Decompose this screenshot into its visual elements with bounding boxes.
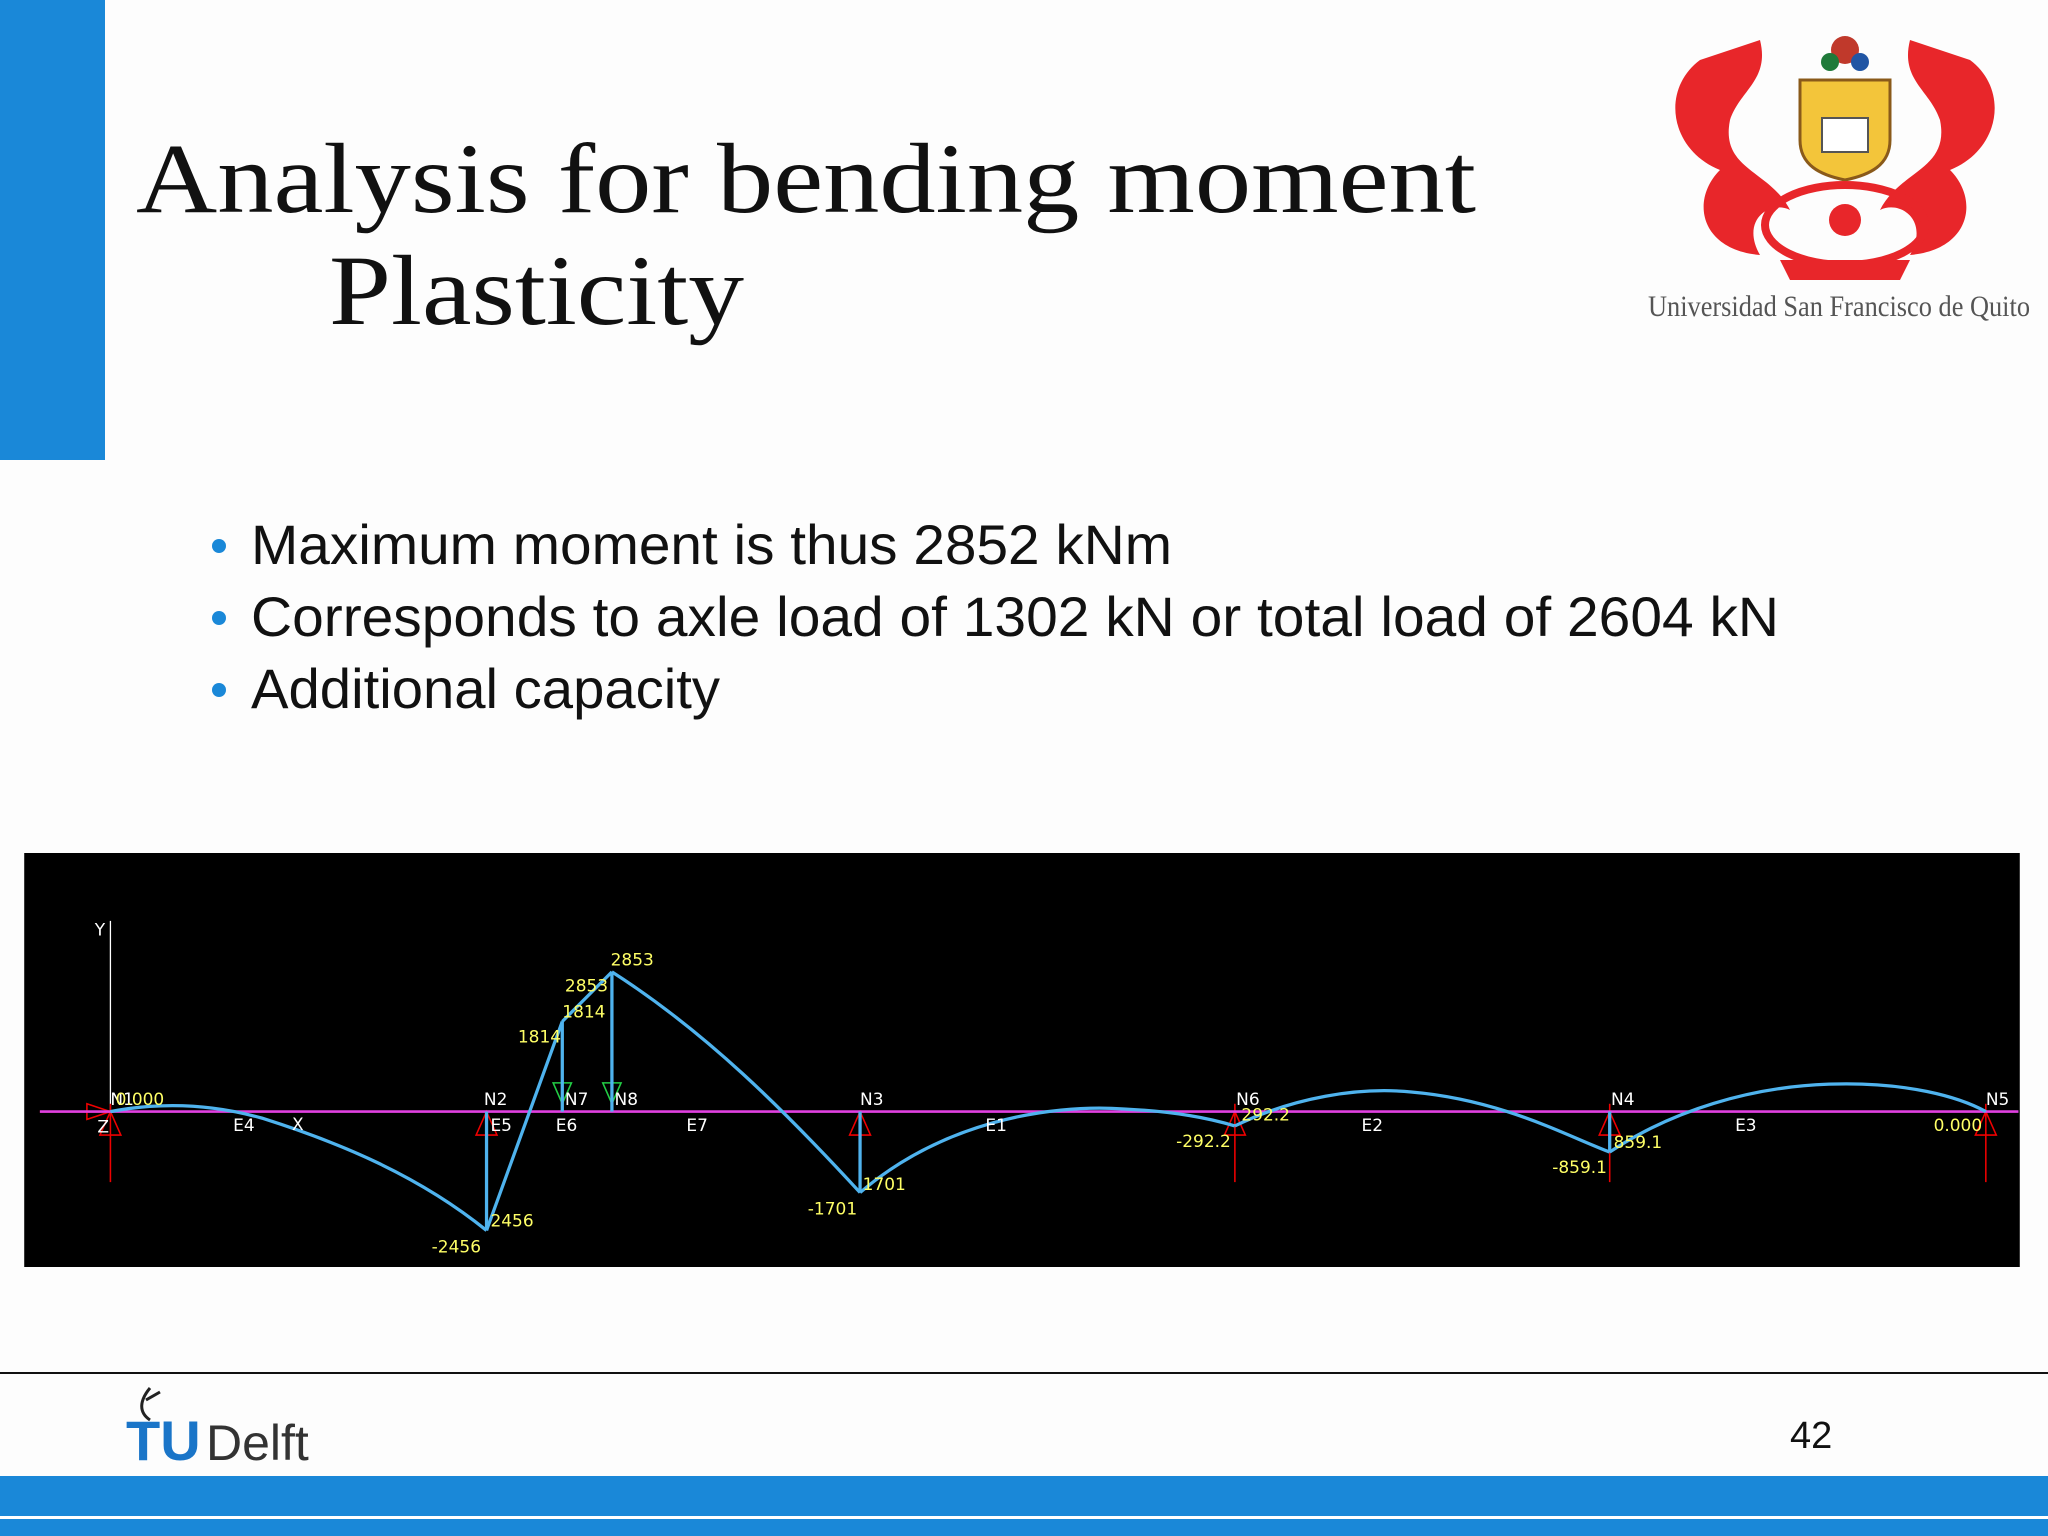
element-label: E6 <box>556 1116 578 1136</box>
value-label: 2853 <box>565 976 608 996</box>
accent-bar <box>0 0 105 460</box>
value-label: -1701 <box>808 1200 857 1220</box>
bullet-text: Corresponds to axle load of 1302 kN or t… <box>251 585 1779 648</box>
footer-band <box>0 1476 2048 1536</box>
bullet-dot <box>212 539 226 553</box>
element-label: E7 <box>686 1116 708 1136</box>
flame-icon <box>140 1387 161 1422</box>
value-label: 0.000 <box>116 1090 165 1110</box>
page-number: 42 <box>1790 1415 1832 1457</box>
node-label: N8 <box>615 1090 639 1110</box>
axis-label: Z <box>97 1117 109 1137</box>
value-label: 0.000 <box>1934 1116 1983 1136</box>
value-label: -859.1 <box>1552 1158 1607 1178</box>
value-label: 292.2 <box>1241 1106 1290 1126</box>
moment-diagram: Y X Z N1 N2 N7 N8 N3 N6 N4 N5 E4 E5 E6 E… <box>24 853 2020 1267</box>
logo-tu: TU <box>126 1409 201 1472</box>
node-label: N2 <box>484 1090 508 1110</box>
title-line: Analysis for bending moment <box>136 123 1476 234</box>
value-label: -2456 <box>432 1238 481 1258</box>
value-label: 2456 <box>490 1212 533 1232</box>
axis-label: Y <box>94 920 106 940</box>
element-label: E5 <box>490 1116 512 1136</box>
bullet-text: Additional capacity <box>251 657 720 720</box>
element-label: E4 <box>233 1116 255 1136</box>
element-label: E3 <box>1735 1116 1757 1136</box>
value-label: 1814 <box>518 1027 561 1047</box>
bullet-dot <box>212 611 226 625</box>
title-line: Plasticity <box>329 235 744 346</box>
footer-stripe <box>0 1516 2048 1519</box>
element-label: E1 <box>985 1116 1007 1136</box>
value-label: 1701 <box>863 1175 906 1195</box>
logo-name: Delft <box>206 1415 309 1471</box>
axis-label: X <box>292 1115 304 1135</box>
value-label: 2853 <box>611 950 654 970</box>
value-label: -292.2 <box>1176 1132 1231 1152</box>
node-label: N6 <box>1236 1090 1260 1110</box>
bullet-dot <box>212 683 226 697</box>
university-logo <box>1675 36 1995 280</box>
logo-caption: Universidad San Francisco de Quito <box>1648 290 2030 323</box>
node-label: N5 <box>1986 1090 2010 1110</box>
value-label: 1814 <box>562 1003 605 1023</box>
diagram-background <box>24 853 2020 1267</box>
value-label: 859.1 <box>1614 1133 1663 1153</box>
node-label: N3 <box>860 1090 884 1110</box>
element-label: E2 <box>1362 1116 1384 1136</box>
node-label: N4 <box>1611 1090 1635 1110</box>
bullet-text: Maximum moment is thus 2852 kNm <box>251 513 1172 576</box>
node-label: N1 <box>110 1090 133 1110</box>
node-label: N7 <box>565 1090 589 1110</box>
moment-curve <box>110 970 1987 1232</box>
